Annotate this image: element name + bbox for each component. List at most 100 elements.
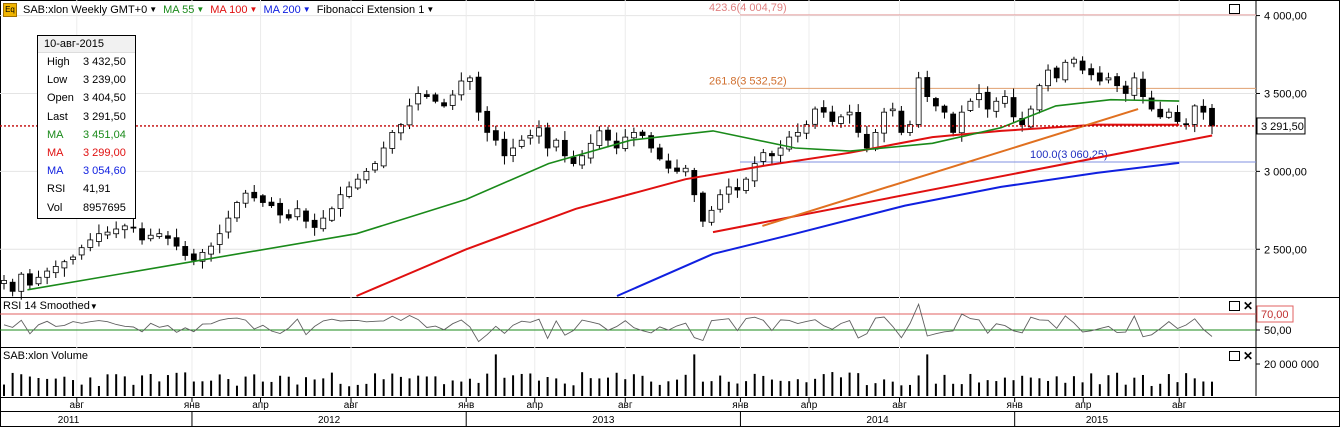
candle-body (432, 94, 439, 102)
info-key: Low (47, 74, 68, 87)
month-label: апр (1075, 400, 1092, 411)
volume-bar (788, 381, 791, 396)
candle-body (544, 127, 551, 149)
fib-selector[interactable]: Fibonacci Extension 1 ▼ (317, 4, 435, 16)
volume-bar (1003, 377, 1006, 396)
volume-bar (607, 377, 609, 396)
volume-panel-maximize-button[interactable] (1229, 351, 1240, 361)
volume-bar (719, 375, 722, 396)
volume-bar (615, 372, 618, 396)
volume-bar (287, 376, 290, 396)
volume-bar (408, 378, 411, 396)
volume-bar (745, 381, 748, 396)
year-label: 2014 (866, 415, 889, 426)
volume-bar (115, 374, 118, 396)
candle-body (553, 139, 560, 148)
month-label: янв (184, 400, 200, 411)
month-label: апр (526, 400, 543, 411)
volume-bar (46, 378, 49, 396)
info-key: Open (47, 92, 74, 105)
ma100-line (356, 123, 1180, 297)
year-label: 2015 (1086, 415, 1109, 426)
candle-body (449, 94, 456, 106)
volume-bar (529, 373, 532, 396)
volume-bar (891, 381, 894, 396)
info-value: 3 054,60 (83, 165, 126, 178)
volume-bar (1081, 382, 1084, 396)
volume-bar (158, 381, 161, 396)
info-value: 3 451,04 (83, 128, 126, 141)
candle-body (268, 201, 275, 207)
info-value: 3 404,50 (83, 92, 126, 105)
volume-bar (865, 385, 868, 396)
volume-bar (1176, 382, 1179, 396)
volume-bar (503, 377, 506, 396)
volume-bar (227, 379, 230, 396)
candle-body (70, 256, 76, 260)
volume-bar (382, 379, 385, 396)
info-rows: High 3 432,50 Low 3 239,00 Open 3 404,50 Last 3… (38, 53, 135, 217)
candle-body (820, 107, 827, 113)
ma200-selector[interactable]: MA 200 ▼ (263, 4, 310, 16)
volume-bar (279, 375, 282, 396)
volume-bar (443, 384, 446, 396)
volume-bar (192, 381, 195, 396)
month-label: авг (70, 400, 85, 411)
ma55-selector[interactable]: MA 55 ▼ (163, 4, 204, 16)
symbol-selector[interactable]: SAB:xlon Weekly GMT+0 ▼ (23, 4, 157, 16)
candle-body (630, 132, 637, 139)
price-panel-maximize-button[interactable] (1229, 4, 1240, 14)
candle-body (156, 233, 163, 237)
volume-bar (986, 380, 989, 396)
candle-body (769, 153, 775, 157)
candle-body (234, 202, 240, 219)
candle-body (924, 77, 931, 97)
info-row: RSI 41,91 (38, 180, 135, 198)
month-label: авг (618, 400, 633, 411)
rsi-panel-title[interactable]: RSI 14 Smoothed▼ (3, 300, 98, 312)
candle-body (190, 253, 197, 261)
rsi-panel-maximize-button[interactable] (1229, 301, 1240, 311)
info-key: MA (47, 165, 64, 178)
candle-body (441, 102, 447, 107)
candle-body (285, 214, 292, 219)
volume-bar (97, 385, 100, 396)
candle-body (1114, 76, 1120, 87)
candle-body (147, 234, 154, 240)
volume-bar (72, 380, 75, 396)
candle-body (389, 132, 396, 149)
volume-bar (1159, 383, 1162, 396)
candle-body (648, 135, 655, 149)
candle-body (173, 237, 180, 247)
rsi-panel-close-button[interactable]: ✕ (1243, 299, 1254, 313)
candle-body (717, 194, 724, 210)
ma100-selector[interactable]: MA 100 ▼ (210, 4, 257, 16)
volume-bar (978, 382, 981, 396)
volume-bar (770, 379, 773, 396)
volume-bar (512, 375, 515, 396)
candle-body (725, 186, 732, 195)
volume-bar (296, 384, 299, 396)
volume-bar (330, 372, 333, 396)
volume-bar (322, 378, 325, 396)
candle-body (415, 93, 422, 105)
candle-body (1, 280, 7, 284)
volume-panel-close-button[interactable]: ✕ (1243, 349, 1254, 363)
candle-body (932, 98, 939, 107)
volume-bar (166, 375, 169, 396)
volume-bar (374, 373, 377, 396)
candle-body (501, 138, 508, 157)
candle-body (216, 233, 223, 245)
candle-body (838, 116, 844, 124)
volume-bar (348, 386, 351, 396)
candle-body (1191, 105, 1198, 125)
volume-bar (417, 375, 420, 396)
volume-bar (356, 384, 359, 396)
candle-body (18, 273, 25, 292)
candle-body (889, 108, 896, 112)
last-price-box (1256, 117, 1306, 135)
info-key: MA (47, 128, 64, 141)
candle-body (561, 139, 568, 157)
info-row: High 3 432,50 (38, 53, 135, 71)
candle-body (1010, 97, 1017, 118)
